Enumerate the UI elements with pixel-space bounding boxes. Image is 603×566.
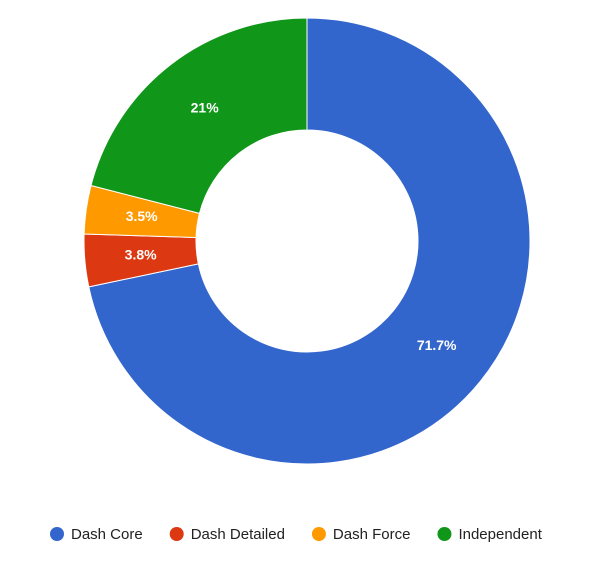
legend-marker [437,527,452,541]
legend-text: Dash Core [71,526,143,543]
slice-label: 3.5% [126,208,158,224]
slice [90,17,308,215]
legend-text: Dash Detailed [191,526,285,543]
legend-marker [169,527,184,541]
slice [88,17,531,465]
slice-label: 71.7% [417,337,457,353]
legend-text: Independent [458,526,542,543]
legend-marker [311,527,326,541]
slice-label: 21% [191,100,220,116]
slice-label: 3.8% [125,246,157,262]
legend-text: Dash Force [333,526,411,543]
legend-marker [50,527,64,541]
